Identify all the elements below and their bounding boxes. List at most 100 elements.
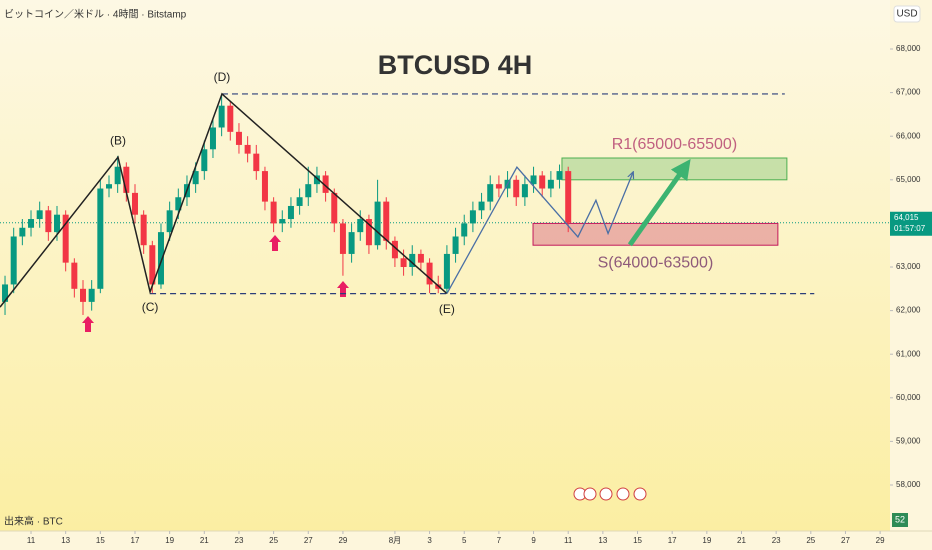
x-tick-label: 25 <box>269 536 278 545</box>
candle-body <box>54 214 61 233</box>
title: BTCUSD 4H <box>378 50 533 80</box>
candle-body <box>383 201 390 241</box>
candle-body <box>114 166 121 185</box>
zone <box>561 157 788 181</box>
y-tick-label: 65,000 <box>896 175 921 184</box>
candle-body <box>478 201 485 211</box>
y-tick-label: 63,000 <box>896 262 921 271</box>
candle-body <box>322 175 329 193</box>
volume-label: 出来高 · BTC <box>4 515 63 528</box>
candle-body <box>131 192 138 215</box>
target-arrow <box>627 158 691 247</box>
candle-body <box>218 105 225 128</box>
candle-body <box>235 131 242 145</box>
x-tick-label: 19 <box>165 536 174 545</box>
x-tick-label: 15 <box>633 536 642 545</box>
candle-body <box>461 223 468 237</box>
candle-body <box>253 153 260 172</box>
x-tick-label: 21 <box>737 536 746 545</box>
candle-body <box>426 262 433 285</box>
x-tick-label: 9 <box>531 536 536 545</box>
candle-body <box>556 171 563 180</box>
pattern-label: (E) <box>439 302 455 316</box>
candle-body <box>227 105 234 132</box>
candle-body <box>36 210 43 220</box>
zone-label: R1(65000-65500) <box>612 136 737 153</box>
candle-body <box>331 192 338 224</box>
candle-body <box>175 197 182 211</box>
candle-body <box>452 236 459 254</box>
candle-body <box>157 232 164 285</box>
candle-body <box>80 288 87 302</box>
time-axis-bg <box>0 531 890 550</box>
candle-body <box>123 166 130 193</box>
candle-body <box>192 171 199 185</box>
candle-body <box>19 227 26 237</box>
pattern-label: (D) <box>214 70 231 84</box>
x-tick-label: 25 <box>806 536 815 545</box>
x-tick-label: 3 <box>427 536 432 545</box>
y-tick-label: 62,000 <box>896 306 921 315</box>
candle-body <box>443 253 450 289</box>
last-price-tag <box>890 211 932 236</box>
candle-body <box>97 188 104 289</box>
x-tick-label: 27 <box>304 536 313 545</box>
candle-body <box>530 175 537 185</box>
candle-body <box>149 245 156 285</box>
candle-body <box>409 253 416 268</box>
x-tick-label: 13 <box>61 536 70 545</box>
x-tick-label: 19 <box>702 536 711 545</box>
x-tick-label: 13 <box>598 536 607 545</box>
last-price-label: 64,015 <box>894 213 919 222</box>
candle-body <box>62 214 69 263</box>
x-tick-label: 23 <box>772 536 781 545</box>
candle-body <box>140 214 147 246</box>
x-tick-label: 29 <box>876 536 885 545</box>
candle-body <box>305 184 312 198</box>
x-tick-label: 5 <box>462 536 467 545</box>
x-tick-label: 23 <box>235 536 244 545</box>
pattern-label: (B) <box>110 133 126 147</box>
x-tick-label: 15 <box>96 536 105 545</box>
x-tick-label: 11 <box>564 536 573 545</box>
candle-body <box>565 171 572 223</box>
candle-body <box>313 175 320 185</box>
candle-body <box>88 288 95 302</box>
candle-body <box>261 171 268 202</box>
candle-body <box>244 144 251 154</box>
candle-body <box>71 262 78 289</box>
candle-body <box>365 219 372 246</box>
candle-body <box>513 179 520 198</box>
candle-body <box>287 205 294 220</box>
candle-body <box>391 240 398 259</box>
header: ビットコイン／米ドル · 4時間 · Bitstamp <box>4 8 187 21</box>
currency-box[interactable] <box>893 5 921 23</box>
y-tick-label: 60,000 <box>896 393 921 402</box>
y-tick-label: 68,000 <box>896 44 921 53</box>
x-tick-label: 17 <box>668 536 677 545</box>
candle-body <box>357 219 364 233</box>
candle-body <box>348 232 355 254</box>
candle-body <box>105 184 112 189</box>
zone-label: S(64000-63500) <box>598 254 714 271</box>
candle-body <box>166 210 173 233</box>
candle-body <box>339 223 346 254</box>
candle-body <box>201 149 208 172</box>
event-icons[interactable] <box>573 487 647 501</box>
currency[interactable]: USD <box>896 9 917 20</box>
x-tick-label: 7 <box>497 536 502 545</box>
zone <box>532 222 779 246</box>
y-tick-label: 61,000 <box>896 349 921 358</box>
candle-body <box>417 253 424 263</box>
price-axis-bg <box>890 0 932 550</box>
candle-body <box>374 201 381 246</box>
x-tick-label: 8月 <box>389 536 401 545</box>
candle-body <box>279 219 286 224</box>
x-tick-label: 27 <box>841 536 850 545</box>
pattern-line <box>0 92 448 308</box>
candle-body <box>400 258 407 268</box>
candle-body <box>547 179 554 189</box>
